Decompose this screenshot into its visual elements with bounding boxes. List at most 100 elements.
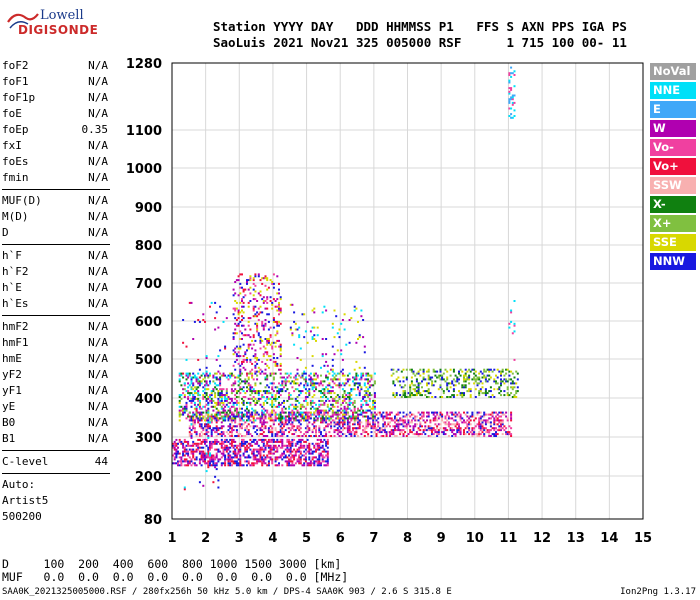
echo-point <box>262 300 265 302</box>
echo-point <box>234 450 237 453</box>
echo-point <box>230 464 233 467</box>
echo-point <box>304 419 307 422</box>
echo-point <box>195 405 198 408</box>
echo-point <box>283 399 285 402</box>
echo-point <box>185 452 188 455</box>
echo-point <box>257 319 260 321</box>
echo-point <box>348 415 351 418</box>
echo-point <box>251 415 254 418</box>
echo-point <box>272 376 275 379</box>
echo-point <box>271 388 274 391</box>
echo-point <box>244 380 247 383</box>
echo-point <box>242 334 245 337</box>
echo-point <box>372 403 375 406</box>
echo-point <box>197 442 200 445</box>
echo-point <box>402 435 405 437</box>
echo-point <box>192 376 195 379</box>
echo-point <box>459 433 462 436</box>
echo-point <box>441 431 444 434</box>
echo-point <box>262 403 265 406</box>
echo-point <box>464 374 467 377</box>
echo-point <box>200 435 203 437</box>
echo-point <box>338 378 341 381</box>
echo-point <box>192 338 195 340</box>
echo-point <box>410 392 413 395</box>
echo-point <box>404 394 407 397</box>
echo-point <box>404 431 407 434</box>
echo-point <box>271 446 274 449</box>
echo-point <box>343 413 346 416</box>
echo-point <box>471 378 474 381</box>
echo-point <box>301 372 304 375</box>
echo-point <box>367 382 370 385</box>
echo-point <box>241 401 243 404</box>
echo-point <box>358 366 361 369</box>
echo-point <box>358 419 361 422</box>
echo-point <box>313 444 316 447</box>
param-key: hmF2 <box>2 320 29 333</box>
echo-point <box>298 390 301 393</box>
echo-point <box>276 324 279 327</box>
echo-point <box>222 415 225 418</box>
echo-point <box>283 452 285 455</box>
echo-point <box>241 435 243 437</box>
param-row: hmE N/A <box>2 351 110 367</box>
echo-point <box>360 388 363 391</box>
echo-point <box>225 413 228 416</box>
echo-point <box>321 403 324 406</box>
echo-point <box>204 442 206 445</box>
echo-point <box>380 435 383 437</box>
echo-point <box>298 384 301 387</box>
echo-point <box>247 397 250 400</box>
echo-point <box>516 372 519 375</box>
echo-point <box>493 411 496 414</box>
echo-point <box>220 464 223 467</box>
echo-point <box>355 341 358 344</box>
echo-point <box>241 464 243 467</box>
echo-point <box>392 419 395 422</box>
echo-point <box>204 374 206 377</box>
echo-point <box>242 396 245 398</box>
echo-point <box>427 392 430 395</box>
echo-point <box>451 423 454 426</box>
echo-point <box>242 290 245 293</box>
echo-point <box>308 390 311 393</box>
echo-point <box>496 413 499 416</box>
echo-point <box>415 372 418 375</box>
echo-point <box>227 378 230 381</box>
echo-point <box>225 390 228 393</box>
echo-point <box>483 411 486 414</box>
echo-point <box>205 427 208 430</box>
echo-point <box>180 409 183 412</box>
echo-point <box>207 436 210 439</box>
echo-point <box>271 438 274 441</box>
echo-point <box>368 394 371 397</box>
echo-point <box>427 382 430 385</box>
echo-point <box>177 464 179 467</box>
echo-point <box>323 305 326 308</box>
echo-point <box>336 332 339 335</box>
echo-point <box>321 444 324 447</box>
echo-point <box>198 368 201 371</box>
echo-point <box>424 421 427 424</box>
echo-point <box>328 382 331 385</box>
echo-point <box>229 450 232 453</box>
echo-point <box>473 419 476 422</box>
echo-point <box>271 405 274 408</box>
echo-point <box>254 298 257 301</box>
echo-point <box>185 405 188 408</box>
echo-point <box>220 435 223 437</box>
echo-point <box>219 376 222 379</box>
echo-point <box>424 433 427 436</box>
echo-point <box>279 364 282 367</box>
echo-point <box>183 446 186 449</box>
echo-point <box>392 429 395 432</box>
echo-point <box>459 368 462 371</box>
echo-point <box>278 415 280 418</box>
echo-point <box>473 372 476 375</box>
echo-point <box>326 460 329 463</box>
echo-point <box>267 429 270 432</box>
echo-point <box>281 419 284 422</box>
echo-point <box>288 427 291 430</box>
echo-point <box>363 431 366 434</box>
